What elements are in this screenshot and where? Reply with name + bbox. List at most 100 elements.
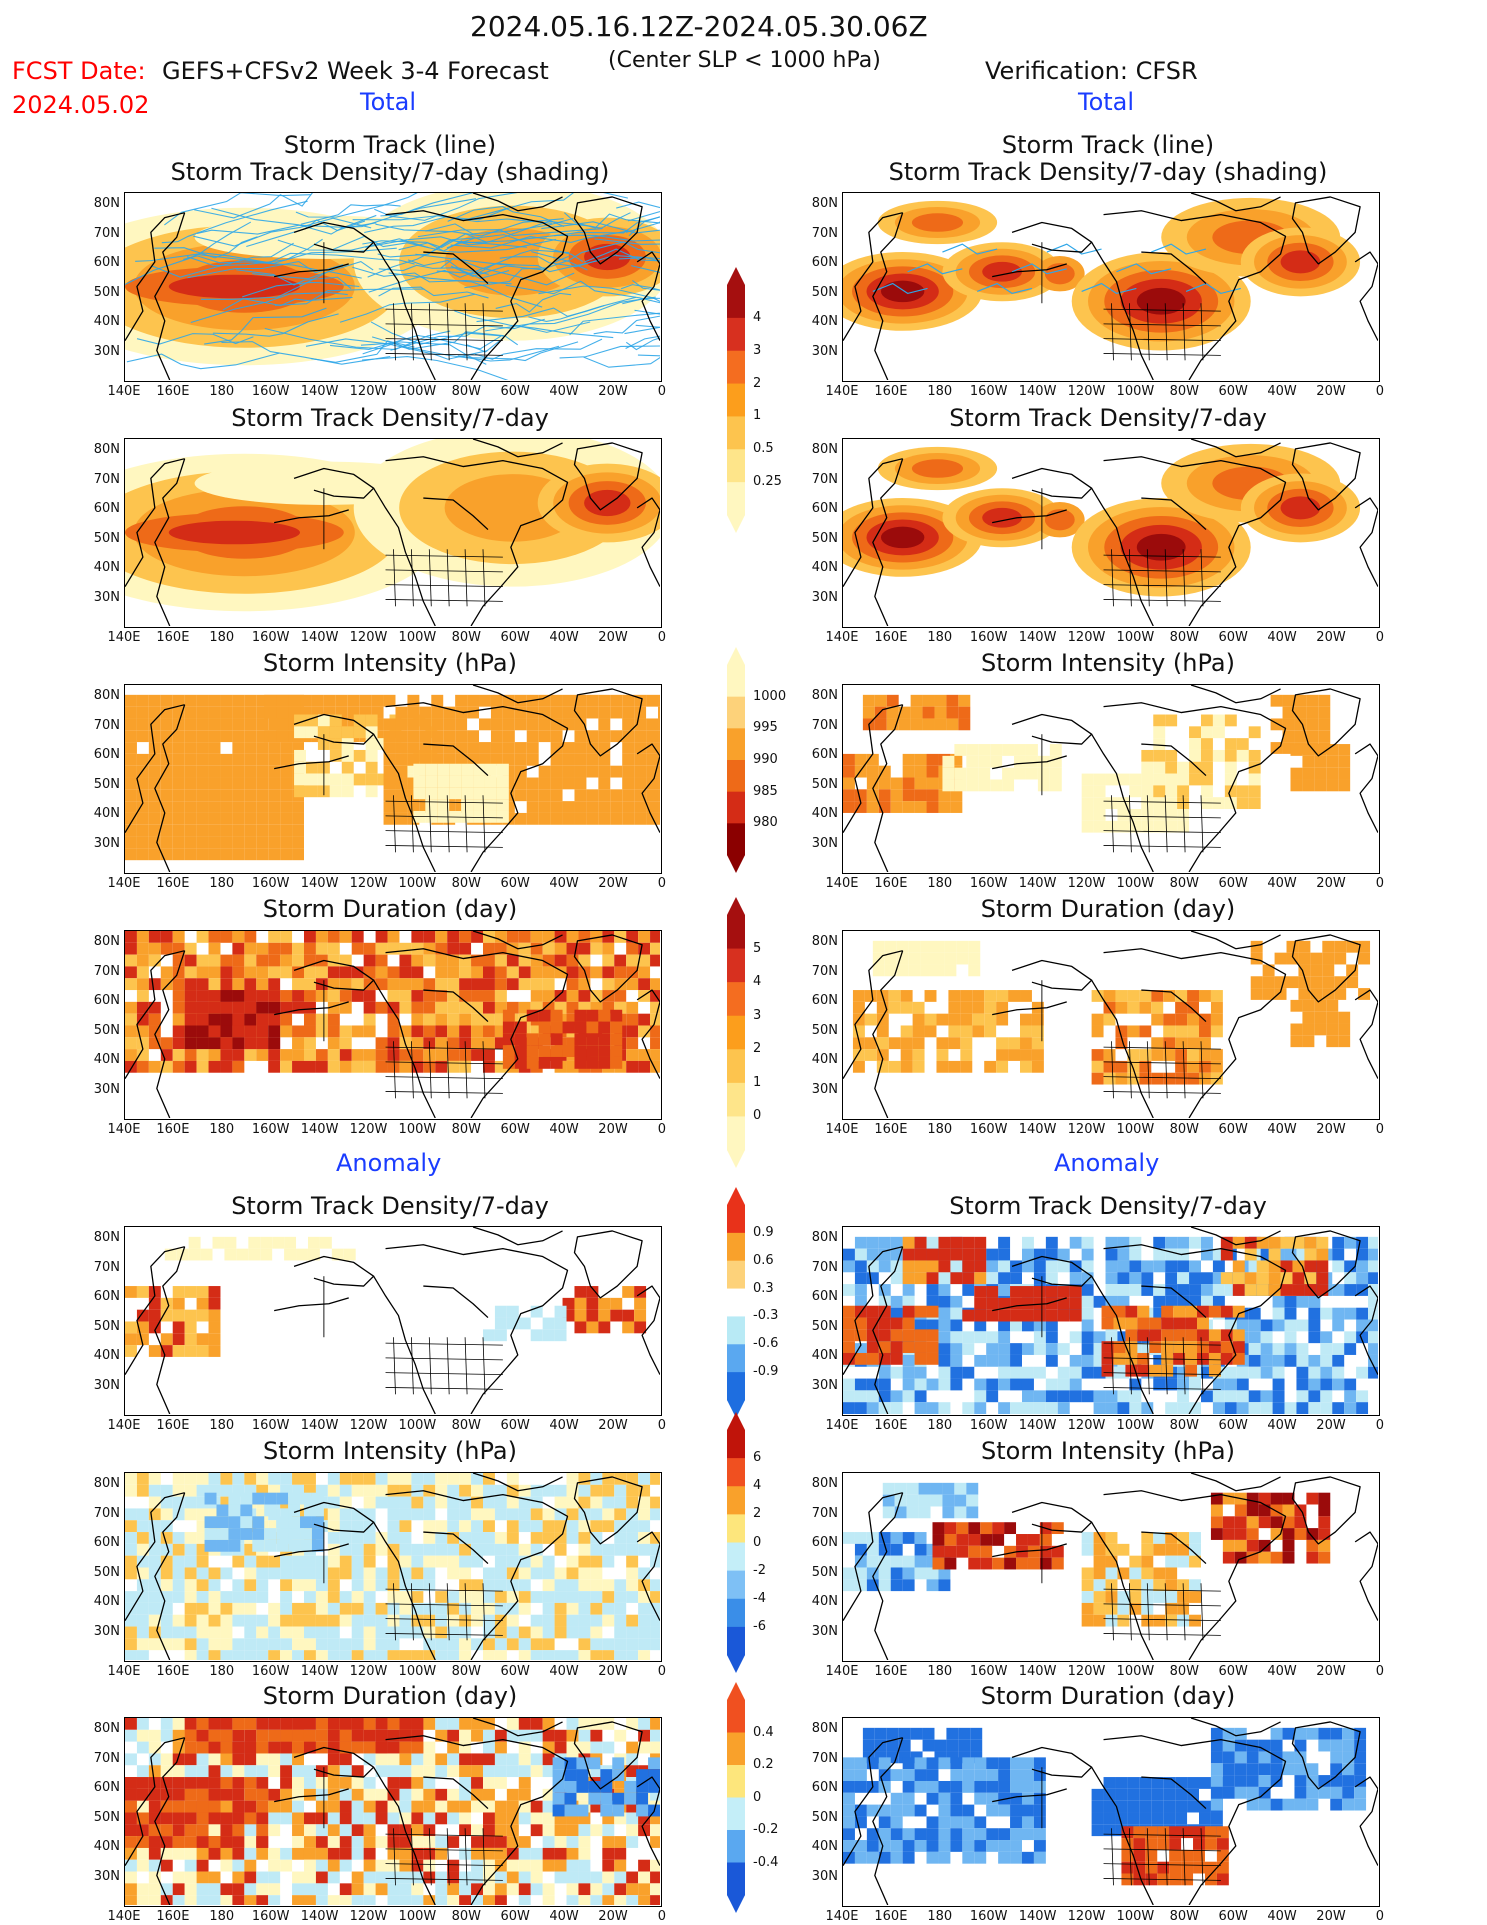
state-line bbox=[1111, 1583, 1114, 1641]
grid-cell bbox=[1250, 952, 1263, 965]
grid-cell bbox=[303, 1602, 316, 1615]
grid-cell bbox=[1232, 1260, 1245, 1273]
grid-cell bbox=[1250, 988, 1263, 1000]
grid-cell bbox=[1165, 1236, 1178, 1249]
grid-cell bbox=[435, 942, 448, 955]
grid-cell bbox=[351, 1788, 364, 1801]
grid-cell bbox=[455, 730, 468, 743]
lon-label: 0 bbox=[1375, 384, 1385, 399]
grid-cell bbox=[351, 1626, 364, 1639]
grid-cell bbox=[530, 1001, 543, 1014]
grid-cell bbox=[636, 1780, 649, 1793]
grid-cell bbox=[614, 1626, 627, 1639]
state-line bbox=[410, 1041, 414, 1099]
grid-cell bbox=[1177, 1614, 1190, 1627]
grid-cell bbox=[1081, 1331, 1094, 1344]
grid-cell bbox=[1010, 1309, 1022, 1322]
grid-cell bbox=[327, 1800, 340, 1813]
grid-cell bbox=[1137, 1305, 1150, 1318]
lon-label: 60W bbox=[1218, 1122, 1248, 1137]
coastline-3 bbox=[992, 509, 1067, 524]
storm-track-line bbox=[447, 206, 565, 227]
lon-label: 160W bbox=[969, 630, 1008, 645]
grid-cell bbox=[1177, 1390, 1190, 1403]
grid-cell bbox=[399, 1626, 412, 1639]
grid-cell bbox=[634, 801, 647, 813]
grid-cell bbox=[256, 1650, 269, 1660]
coastline-5 bbox=[1103, 948, 1287, 1118]
grid-cell bbox=[866, 1272, 879, 1285]
grid-cell bbox=[1318, 718, 1331, 731]
lon-label: 100W bbox=[398, 630, 437, 645]
grid-cell bbox=[300, 1539, 312, 1552]
grid-cell bbox=[184, 1555, 197, 1568]
grid-cell bbox=[184, 1321, 197, 1334]
grid-cell bbox=[978, 744, 991, 756]
grid-cell bbox=[1105, 1602, 1118, 1615]
lon-label: 140E bbox=[107, 1909, 141, 1924]
grid-cell bbox=[172, 1001, 185, 1014]
storm-track-line bbox=[450, 230, 628, 249]
grid-cell bbox=[506, 978, 519, 991]
grid-cell bbox=[1045, 1248, 1058, 1261]
grid-cell bbox=[447, 1800, 460, 1813]
grid-cell bbox=[626, 1496, 639, 1509]
grid-cell bbox=[459, 1013, 472, 1026]
grid-cell bbox=[1306, 1528, 1319, 1540]
lon-label: 160W bbox=[969, 876, 1008, 891]
section-anomaly-left: Anomaly bbox=[336, 1149, 442, 1177]
grid-cell bbox=[327, 1049, 340, 1061]
grid-cell bbox=[256, 777, 269, 790]
grid-cell bbox=[471, 1718, 483, 1730]
grid-cell bbox=[471, 1847, 483, 1860]
grid-cell bbox=[1308, 1307, 1321, 1320]
grid-cell bbox=[1248, 761, 1261, 774]
grid-cell bbox=[292, 1800, 304, 1813]
grid-cell bbox=[411, 1883, 424, 1896]
lon-label: 80W bbox=[1169, 876, 1199, 891]
lon-label: 60W bbox=[500, 1664, 530, 1679]
grid-cell bbox=[1105, 820, 1118, 833]
lat-label: 80N bbox=[811, 1476, 838, 1491]
grid-cell bbox=[351, 1049, 364, 1061]
grid-cell bbox=[650, 1859, 660, 1872]
storm-track-line bbox=[541, 221, 660, 234]
grid-cell bbox=[562, 1309, 575, 1322]
grid-cell bbox=[184, 1788, 197, 1801]
grid-cell bbox=[542, 1591, 555, 1603]
grid-cell bbox=[950, 1378, 963, 1391]
grid-cell bbox=[650, 1473, 660, 1485]
grid-cell bbox=[1187, 1060, 1200, 1073]
grid-cell bbox=[1153, 773, 1166, 786]
state-line bbox=[1182, 549, 1186, 607]
grid-cell bbox=[490, 730, 503, 743]
grid-cell bbox=[1199, 1037, 1211, 1050]
lon-label: 120W bbox=[349, 384, 388, 399]
grid-cell bbox=[160, 1049, 173, 1061]
grid-cell bbox=[986, 1757, 999, 1770]
grid-cell bbox=[658, 812, 660, 825]
grid-cell bbox=[459, 990, 472, 1002]
grid-cell bbox=[184, 1883, 197, 1896]
grid-cell bbox=[148, 1508, 161, 1521]
lat-label: 80N bbox=[93, 688, 120, 703]
grid-cell bbox=[1316, 1272, 1329, 1285]
grid-cell bbox=[1081, 1307, 1094, 1320]
grid-cell bbox=[658, 718, 660, 731]
grid-cell bbox=[650, 1812, 660, 1825]
grid-cell bbox=[574, 1321, 587, 1334]
grid-cell bbox=[1344, 1343, 1357, 1355]
grid-cell bbox=[148, 1741, 161, 1754]
grid-cell bbox=[363, 1001, 376, 1014]
grid-cell bbox=[351, 1812, 364, 1825]
grid-cell bbox=[590, 1729, 603, 1742]
grid-cell bbox=[482, 990, 495, 1002]
lon-label: 120W bbox=[349, 1418, 388, 1433]
state-line bbox=[385, 845, 503, 848]
grid-cell bbox=[518, 954, 531, 967]
grid-cell bbox=[244, 1836, 257, 1848]
grid-cell bbox=[280, 836, 293, 849]
grid-cell bbox=[590, 1602, 603, 1615]
grid-cell bbox=[399, 1484, 412, 1497]
grid-cell bbox=[992, 1534, 1005, 1546]
